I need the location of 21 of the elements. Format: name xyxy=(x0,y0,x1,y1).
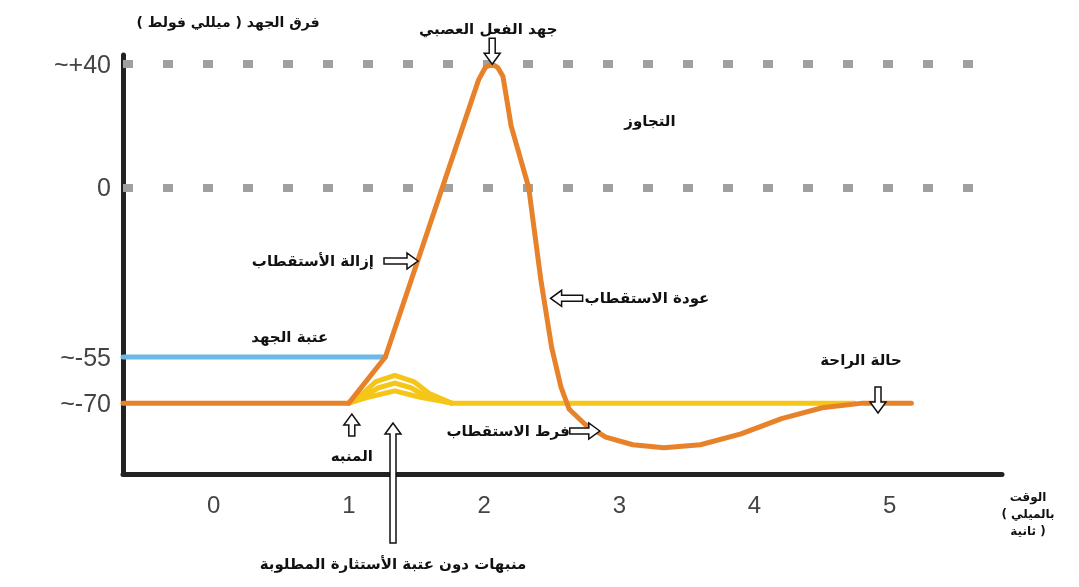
annotation: عودة الاستقطاب xyxy=(584,289,710,308)
y-axis-title: فرق الجهد ( ميللي فولط ) xyxy=(136,14,320,31)
x-tick-label: 0 xyxy=(206,490,221,518)
annotation: جهد الفعل العصبي xyxy=(418,20,558,39)
x-axis-title: الوقت ( بالميلي ثانية ) xyxy=(1001,489,1055,538)
annotation: حالة الراحة xyxy=(820,351,902,369)
annotation: فرط الاستقطاب xyxy=(446,422,570,441)
x-tick-label: 4 xyxy=(747,490,762,518)
y-tick-label: ~-70 xyxy=(60,389,111,418)
annotation: إزالة الأستقطاب xyxy=(251,252,374,270)
annotation: المنبه xyxy=(330,447,373,466)
text: منبهات دون عتبة الأستثارة المطلوبة xyxy=(259,555,527,573)
annotation: عتبة الجهد xyxy=(251,327,329,346)
annotation: التجاوز xyxy=(623,112,676,130)
x-tick-label: 2 xyxy=(477,490,491,518)
y-tick-label: ~-55 xyxy=(60,342,111,371)
x-tick-label: 3 xyxy=(612,490,626,518)
y-tick-label: ~+40 xyxy=(53,50,111,79)
x-tick-label: 1 xyxy=(342,490,356,518)
y-tick-label: 0 xyxy=(97,173,111,202)
x-tick-label: 5 xyxy=(883,490,897,518)
